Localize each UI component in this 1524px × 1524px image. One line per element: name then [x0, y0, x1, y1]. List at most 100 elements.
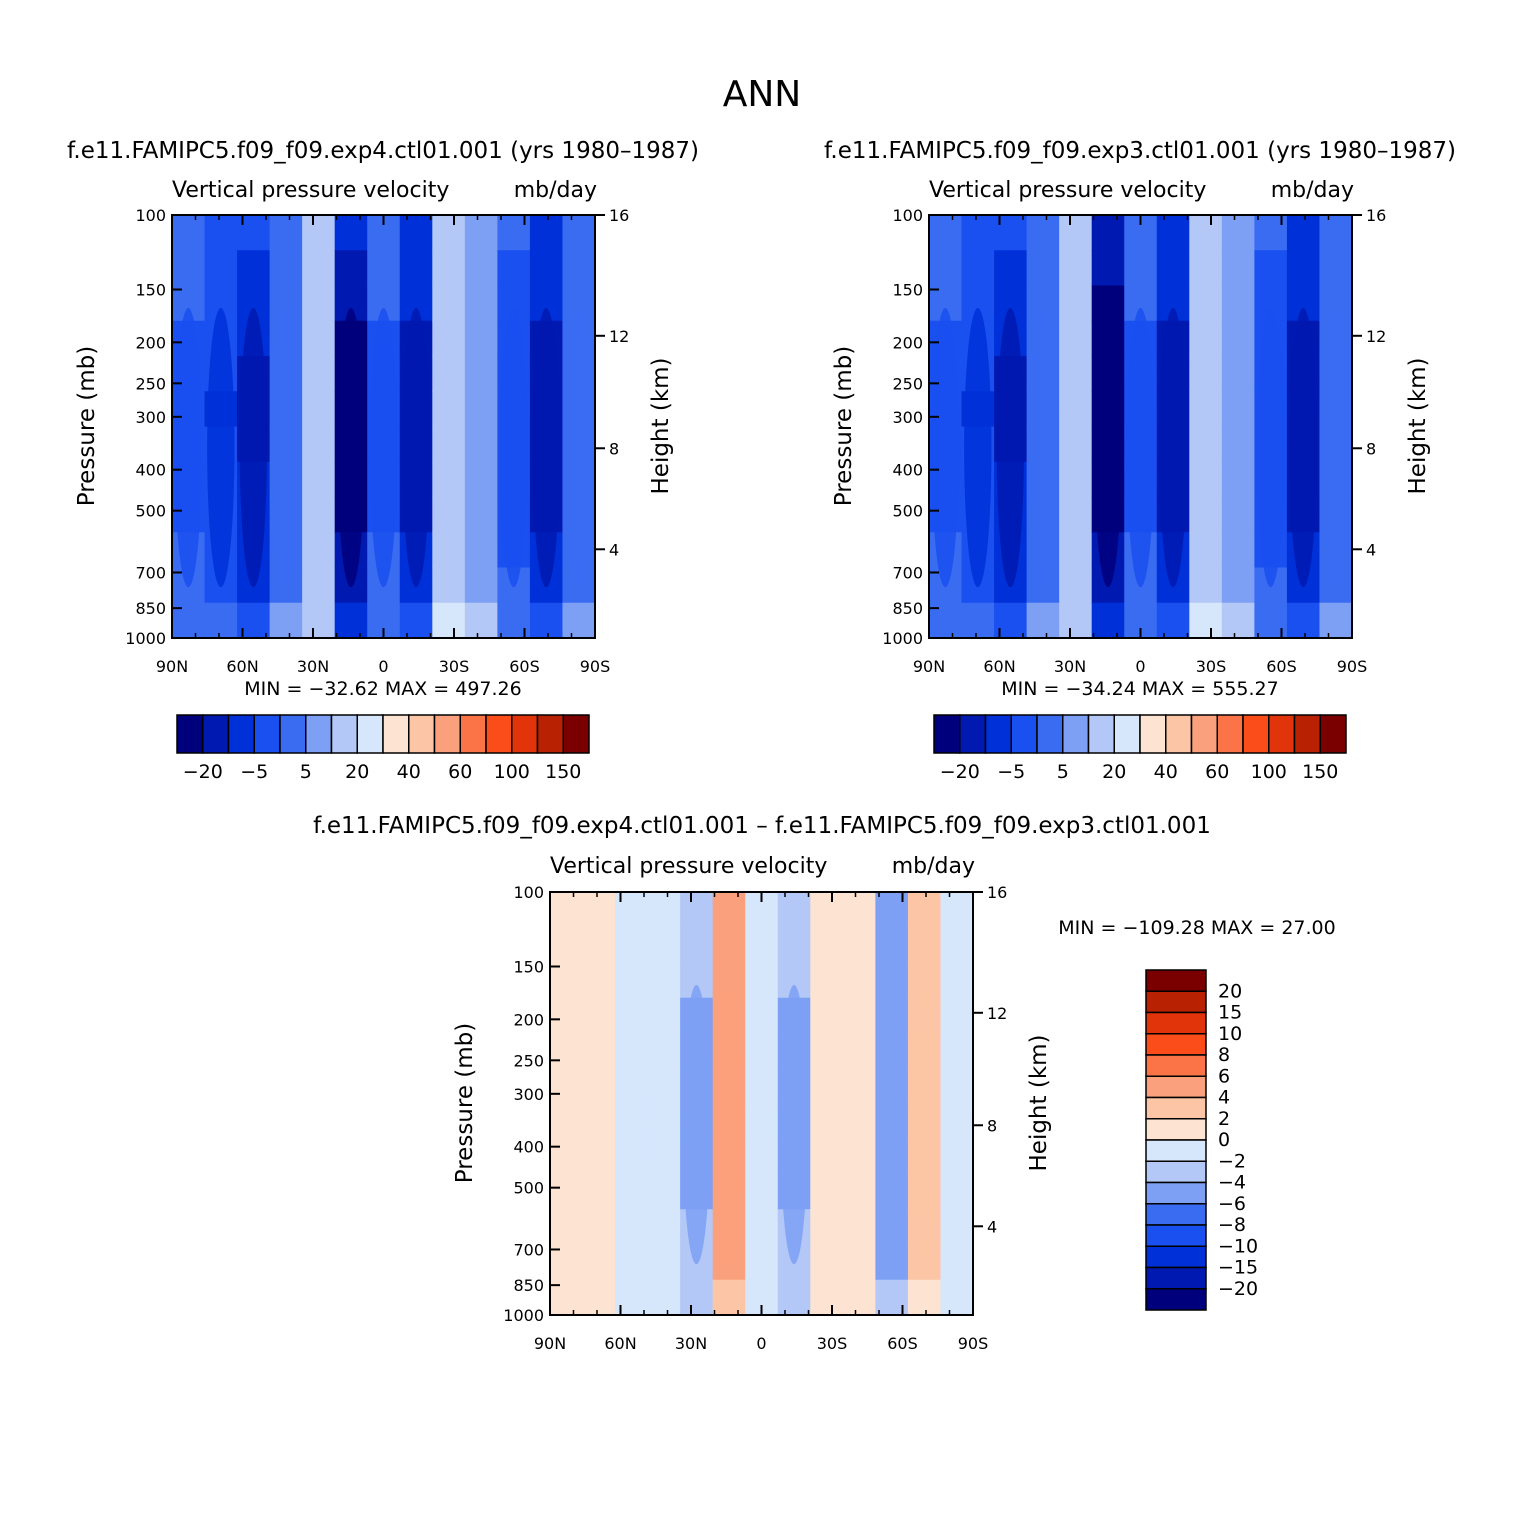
panel-2-field-cell	[1319, 602, 1352, 638]
panel-3-colorbar-box	[1145, 990, 1207, 1014]
panel-3-xtick-label: 0	[756, 1334, 766, 1353]
panel-2-xtick-label: 30N	[1054, 657, 1086, 676]
panel-1-colorbar-box	[176, 714, 204, 754]
panel-3-ytick-label: 850	[513, 1276, 544, 1295]
panel-3-colorbar-label: 4	[1218, 1087, 1230, 1109]
panel-1-xtick-label: 30N	[297, 657, 329, 676]
panel-3-field-cell	[647, 1279, 681, 1315]
panel-2-colorbar-box	[1113, 714, 1141, 754]
panel-1-field-core	[174, 308, 202, 588]
panel-1-xtick-label: 60N	[226, 657, 258, 676]
panel-3-field-cell	[842, 1279, 876, 1315]
panel-2-field-cell	[1254, 215, 1288, 251]
panel-2-ylabel: Pressure (mb)	[831, 346, 857, 506]
panel-2-plot-area	[929, 215, 1352, 638]
panel-1-field-core	[337, 308, 365, 588]
panel-1-field-cell	[497, 250, 531, 287]
panel-3-field-cell	[810, 1279, 844, 1315]
panel-1-field-cell	[204, 250, 238, 287]
panel-2-xtick-label: 90S	[1337, 657, 1368, 676]
panel-1-field-cell	[334, 215, 368, 251]
panel-2-field-cell	[1026, 250, 1060, 287]
panel-3-field-cell	[647, 927, 681, 964]
panel-3-field-core	[780, 985, 808, 1265]
panel-1-field-cell	[204, 215, 238, 251]
panel-2-colorbar-box	[1319, 714, 1347, 754]
panel-3-ytick-label: 150	[513, 957, 544, 976]
panel-3-colorbar-label: 20	[1218, 980, 1242, 1002]
panel-1-field-cell	[334, 602, 368, 638]
panel-2-field-cell	[1059, 215, 1093, 251]
panel-2-colorbar-box	[984, 714, 1012, 754]
panel-3-colorbar-box	[1145, 1181, 1207, 1205]
panel-3-field-cell	[810, 892, 844, 928]
panel-2-stats: MIN = −34.24 MAX = 555.27	[1001, 678, 1278, 700]
panel-3-xtick-label: 90S	[958, 1334, 989, 1353]
panel-2-colorbar: −20 −5 5 20 40 60 100 150	[933, 714, 1347, 783]
panel-3-colorbar-label: 10	[1218, 1023, 1242, 1045]
panel-2-field-cell	[1026, 215, 1060, 251]
panel-1-left-title: Vertical pressure velocity	[172, 178, 449, 203]
panel-1-field-cell	[432, 250, 466, 287]
panel-2-field-cell	[1319, 250, 1352, 287]
panel-3-colorbar-box	[1145, 1011, 1207, 1035]
panel-3-field-cell	[907, 1279, 942, 1315]
panel-3-field-cell	[810, 927, 844, 964]
panel-1-field-cell	[562, 215, 595, 251]
panel-3-colorbar-box	[1145, 1118, 1207, 1141]
panel-3-colorbar-label: 8	[1218, 1044, 1230, 1066]
panel-2-field-core	[964, 308, 992, 588]
panel-1-ytick-label: 1000	[125, 629, 166, 648]
panel-1-field-cell	[432, 215, 466, 251]
panel-3-field-core	[715, 985, 743, 1265]
panel-2-ytick-label: 400	[892, 461, 923, 480]
panel-2-field-cell	[1059, 602, 1093, 638]
panel-3-colorbar-box	[1145, 1160, 1207, 1184]
panel-2-field-cell	[1254, 250, 1288, 287]
panel-2-colorbar-label: 150	[1302, 761, 1338, 783]
panel-1-field-cell	[399, 602, 433, 638]
panel-3-field-core	[617, 985, 646, 1265]
panel-2-colorbar-box	[1293, 714, 1321, 754]
panel-3: f.e11.FAMIPC5.f09_f09.exp4.ctl01.001 – f…	[313, 813, 1336, 1353]
panel-3-field-cell	[940, 1279, 973, 1315]
panel-3-field-cell	[582, 1279, 616, 1315]
panel-1-field-core	[239, 308, 268, 588]
panel-1-xtick-label: 30S	[439, 657, 470, 676]
panel-2-field-cell	[961, 602, 995, 638]
panel-3-field-cell	[712, 1279, 746, 1315]
panel-3-field-core	[585, 985, 613, 1265]
panel-2-xtick-label: 90N	[913, 657, 945, 676]
panel-3-field-core	[910, 985, 938, 1265]
panel-2-field-cell	[1156, 602, 1190, 638]
panel-2-field-cell	[1189, 602, 1223, 638]
panel-3-colorbar-label: 0	[1218, 1129, 1230, 1151]
panel-1-field-core	[499, 308, 528, 588]
panel-2-field-core	[1061, 308, 1090, 588]
panel-1-field-core	[272, 308, 300, 588]
panel-3-ytick-label: 300	[513, 1085, 544, 1104]
panel-2-left-title: Vertical pressure velocity	[929, 178, 1206, 203]
panel-3-xtick-label: 60S	[887, 1334, 918, 1353]
panel-2-field-cell	[1286, 602, 1321, 638]
panel-2-xtick-label: 30S	[1196, 657, 1227, 676]
panel-1-ytick-label: 150	[135, 280, 166, 299]
panel-2-axes: 100 150 200 250 300 400 500 700 850 1000 16 12 8 4 90N…	[882, 206, 1386, 676]
panel-3-field-cell	[680, 1279, 714, 1315]
panel-1-field-core	[402, 308, 430, 588]
panel-2-xtick-label: 60N	[983, 657, 1015, 676]
panel-1-colorbar-box	[305, 714, 333, 754]
panel-3-ytick-label: 700	[513, 1240, 544, 1259]
panel-1-xtick-label: 90N	[156, 657, 188, 676]
panel-1-field-core	[532, 308, 560, 588]
panel-1-colorbar-box	[253, 714, 281, 754]
panel-2-field-cell	[1221, 602, 1255, 638]
panel-1-right-title: mb/day	[514, 178, 597, 203]
panel-2-colorbar-box	[1216, 714, 1244, 754]
panel-1-colorbar-label: 20	[345, 761, 369, 783]
panel-2-colorbar-box	[1242, 714, 1270, 754]
panel-2-field-cell	[1124, 250, 1158, 287]
panel-1-field-core	[434, 308, 463, 588]
panel-3-ytick-label: 200	[513, 1010, 544, 1029]
